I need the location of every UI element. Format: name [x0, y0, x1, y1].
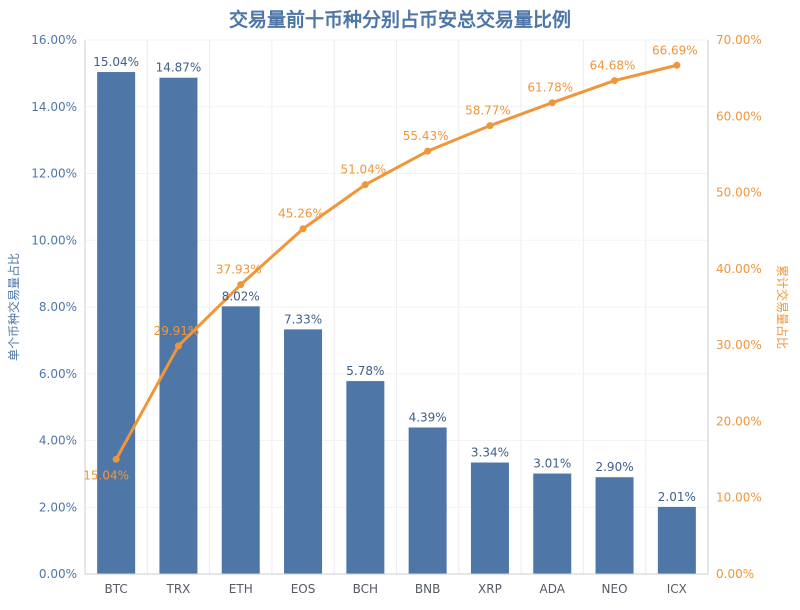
cumulative-data-label: 37.93%: [216, 263, 262, 277]
bar: [97, 72, 136, 574]
y-left-tick-label: 0.00%: [39, 567, 77, 581]
cumulative-line-series: [112, 61, 681, 463]
y-left-tick-label: 10.00%: [31, 233, 77, 247]
bar: [159, 77, 198, 575]
y-left-tick-label: 4.00%: [39, 434, 77, 448]
bar: [221, 306, 260, 574]
cumulative-line: [114, 63, 679, 461]
y-right-tick-label: 40.00%: [716, 262, 762, 276]
bar: [470, 462, 509, 574]
bar-data-label: 2.90%: [595, 460, 633, 474]
cumulative-point: [673, 61, 681, 69]
cumulative-data-label: 29.91%: [154, 324, 200, 338]
bar: [346, 381, 385, 574]
axes: 0.00% 2.00% 4.00% 6.00% 8.00% 10.00% 12.00% 14.…: [31, 33, 762, 596]
cumulative-data-label: 64.68%: [590, 59, 636, 73]
x-tick-label: EOS: [291, 582, 316, 596]
cumulative-point: [424, 147, 432, 155]
bar: [595, 477, 634, 574]
bar-data-label: 8.02%: [222, 289, 260, 303]
y-axis-right-label: 累计交易量占比: [775, 265, 790, 349]
bar-data-label: 14.87%: [156, 61, 202, 75]
bar-data-label: 4.39%: [409, 410, 447, 424]
x-tick-label: BTC: [105, 582, 128, 596]
y-left-tick-label: 8.00%: [39, 300, 77, 314]
x-tick-label: ICX: [667, 582, 687, 596]
cumulative-data-label: 55.43%: [403, 129, 449, 143]
y-right-tick-label: 20.00%: [716, 414, 762, 428]
x-tick-label: BCH: [353, 582, 378, 596]
cumulative-point: [361, 181, 369, 189]
bar: [533, 473, 572, 574]
y-left-tick-label: 16.00%: [31, 33, 77, 47]
cumulative-point: [237, 281, 245, 289]
cumulative-data-label: 15.04%: [83, 468, 129, 482]
cumulative-data-label: 45.26%: [278, 207, 324, 221]
y-right-tick-label: 50.00%: [716, 186, 762, 200]
bar-data-label: 5.78%: [346, 364, 384, 378]
bar: [657, 506, 696, 574]
bar-data-label: 2.01%: [658, 490, 696, 504]
x-tick-label: ADA: [540, 582, 566, 596]
bar: [284, 329, 323, 574]
bar-data-label: 3.01%: [533, 457, 571, 471]
y-axis-left-label: 单个币种交易量占比: [6, 253, 21, 361]
x-tick-label: BNB: [415, 582, 440, 596]
cumulative-point: [112, 455, 120, 463]
cumulative-point: [299, 225, 307, 233]
x-tick-label: TRX: [166, 582, 191, 596]
x-tick-label: NEO: [602, 582, 628, 596]
y-right-tick-label: 0.00%: [716, 567, 754, 581]
y-right-tick-label: 10.00%: [716, 491, 762, 505]
cumulative-point: [174, 342, 182, 350]
y-left-tick-label: 12.00%: [31, 167, 77, 181]
bar-data-label: 3.34%: [471, 446, 509, 460]
x-tick-label: XRP: [478, 582, 502, 596]
cumulative-point: [548, 99, 556, 107]
cumulative-data-label: 58.77%: [465, 104, 511, 118]
x-tick-label: ETH: [229, 582, 253, 596]
chart-title: 交易量前十币种分别占币安总交易量比例: [229, 8, 571, 31]
y-right-tick-label: 60.00%: [716, 109, 762, 123]
data-labels: 15.04% 14.87% 8.02% 7.33% 5.78% 4.39% 3.34% 3.0…: [83, 43, 697, 504]
y-right-tick-label: 30.00%: [716, 338, 762, 352]
cumulative-point: [611, 77, 619, 85]
bar-data-label: 7.33%: [284, 312, 322, 326]
bar-series: [97, 72, 696, 575]
bar: [408, 427, 447, 574]
y-left-tick-label: 2.00%: [39, 500, 77, 514]
y-right-tick-label: 70.00%: [716, 33, 762, 47]
cumulative-point: [486, 122, 494, 130]
cumulative-data-label: 51.04%: [340, 163, 386, 177]
bar-data-label: 15.04%: [93, 55, 139, 69]
y-left-tick-label: 6.00%: [39, 367, 77, 381]
cumulative-data-label: 66.69%: [652, 43, 698, 57]
cumulative-data-label: 61.78%: [527, 81, 573, 95]
y-left-tick-label: 14.00%: [31, 100, 77, 114]
